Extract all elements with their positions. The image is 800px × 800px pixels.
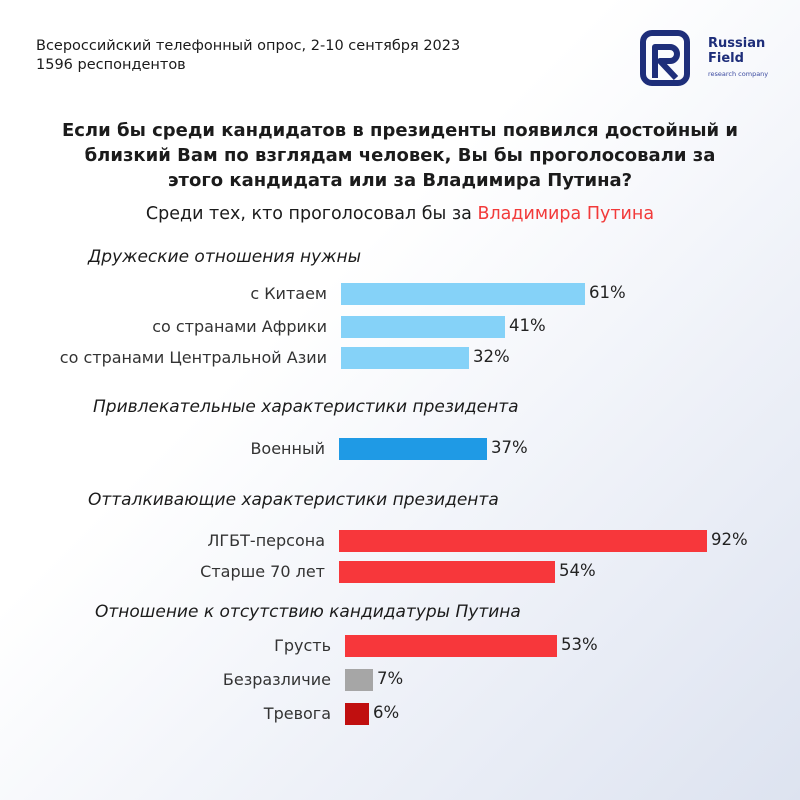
value-label: 7%	[377, 669, 404, 688]
bar	[341, 316, 505, 338]
logo-mark-icon	[640, 30, 690, 86]
question-line2: близкий Вам по взглядам человек, Вы бы п…	[84, 145, 716, 166]
section-title: Привлекательные характеристики президент…	[93, 397, 519, 417]
category-label: Безразличие	[222, 670, 331, 689]
category-label: с Китаем	[250, 284, 327, 303]
bar	[345, 635, 557, 657]
value-label: 37%	[491, 438, 528, 457]
category-label: со странами Центральной Азии	[59, 348, 327, 367]
value-label: 61%	[589, 283, 626, 302]
category-label: Военный	[250, 439, 325, 458]
value-label: 41%	[509, 316, 546, 335]
bar	[341, 347, 469, 369]
question-line1: Если бы среди кандидатов в президенты по…	[61, 120, 739, 141]
bar	[339, 438, 487, 460]
question-line3: этого кандидата или за Владимира Путина?	[167, 170, 633, 191]
bar	[345, 669, 373, 691]
category-label: со странами Африки	[152, 317, 327, 336]
bar	[339, 530, 707, 552]
subtitle-highlight: Владимира Путина	[477, 204, 655, 224]
category-label: Старше 70 лет	[200, 562, 325, 581]
logo-wordmark: Russian Field	[708, 36, 765, 66]
respondent-count: 1596 респондентов	[36, 57, 186, 73]
value-label: 32%	[473, 347, 510, 366]
russian-field-logo: Russian Field research company	[640, 30, 770, 86]
logo-tagline: research company	[708, 70, 769, 78]
logo-line1: Russian	[708, 36, 766, 51]
survey-info: Всероссийский телефонный опрос, 2-10 сен…	[36, 37, 460, 75]
bar	[339, 561, 555, 583]
value-label: 54%	[559, 561, 596, 580]
bar	[345, 703, 369, 725]
bar	[341, 283, 585, 305]
category-label: Тревога	[263, 704, 331, 723]
survey-date: Всероссийский телефонный опрос, 2-10 сен…	[36, 38, 461, 54]
section-title: Отталкивающие характеристики президента	[88, 490, 499, 510]
category-label: ЛГБТ-персона	[207, 531, 325, 550]
section-title: Отношение к отсутствию кандидатуры Путин…	[95, 602, 521, 622]
value-label: 53%	[561, 635, 598, 654]
subtitle-prefix: Среди тех, кто проголосовал бы за	[145, 204, 478, 224]
category-label: Грусть	[274, 636, 331, 655]
value-label: 6%	[373, 703, 400, 722]
section-title: Дружеские отношения нужны	[88, 247, 362, 267]
value-label: 92%	[711, 530, 748, 549]
subtitle: Среди тех, кто проголосовал бы за Владим…	[60, 204, 740, 224]
logo-line2: Field	[708, 51, 744, 66]
survey-question: Если бы среди кандидатов в президенты по…	[60, 118, 740, 193]
